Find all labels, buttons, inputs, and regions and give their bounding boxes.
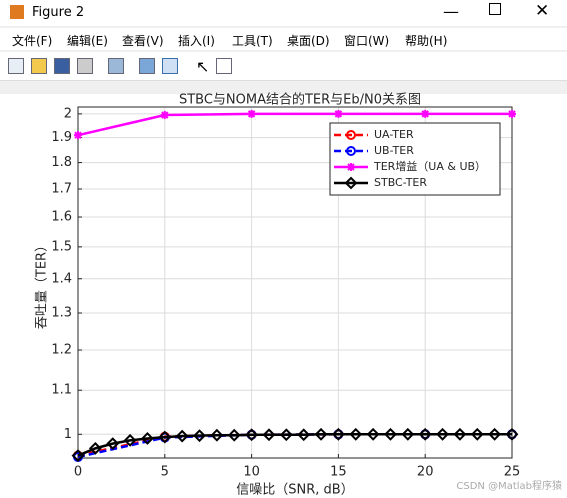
legend-label: UA-TER (374, 128, 414, 141)
chart-title: STBC与NOMA结合的TER与Eb/N0关系图 (179, 92, 421, 108)
data-point (193, 429, 206, 443)
data-point (384, 427, 397, 441)
y-tick-label: 1.3 (51, 306, 72, 321)
menu-item[interactable]: 工具(T) (232, 34, 273, 48)
y-tick-label: 1.7 (51, 182, 72, 197)
menu-item[interactable]: 文件(F) (12, 34, 53, 48)
y-axis-label: 吞吐量（TER） (35, 239, 50, 329)
menu-item[interactable]: 帮助(H) (405, 34, 448, 48)
x-axis-label: 信噪比（SNR, dB） (236, 483, 353, 498)
series-line (77, 433, 512, 457)
legend: UA-TER UB-TER TER增益（UA & UB） STBC-TER (329, 122, 501, 196)
minimize-button[interactable]: — (443, 2, 459, 21)
data-point (279, 428, 293, 442)
data-point (262, 428, 276, 442)
data-point (421, 109, 430, 118)
y-tick-label: 2 (64, 106, 72, 121)
open-icon[interactable] (31, 58, 47, 74)
close-button[interactable]: ✕ (535, 1, 550, 21)
data-point (71, 449, 85, 462)
data-point (349, 427, 363, 441)
series-line (77, 112, 512, 137)
legend-label: TER增益（UA & UB） (373, 159, 486, 173)
data-point (88, 441, 102, 455)
x-tick-label: 5 (161, 465, 169, 480)
data-point (74, 131, 82, 140)
legend-marker (344, 176, 358, 190)
data-point (210, 428, 224, 442)
pointer-icon[interactable]: ↖ (196, 57, 210, 76)
data-point (247, 109, 256, 118)
data-point (245, 428, 259, 442)
x-tick-label: 25 (504, 465, 521, 480)
watermark: CSDN @Matlab程序猿 (456, 479, 562, 492)
title-bar: Figure 2 — ✕ (0, 0, 567, 26)
legend-marker (347, 163, 355, 171)
new-icon[interactable] (8, 58, 24, 74)
legend-marker (346, 130, 356, 140)
y-tick-label: 1.4 (51, 271, 72, 286)
menu-item[interactable]: 桌面(D) (287, 34, 330, 48)
data-point (488, 427, 502, 441)
y-tick-label: 1 (64, 427, 72, 442)
data-point (141, 432, 154, 445)
legend-icon[interactable] (162, 58, 178, 74)
y-tick-label: 1.9 (51, 130, 72, 145)
data-point (334, 109, 343, 118)
data-point (160, 111, 169, 120)
legend-label: STBC-TER (374, 176, 427, 189)
maximize-button[interactable] (489, 3, 501, 15)
x-tick-label: 20 (417, 465, 434, 480)
x-tick-label: 10 (243, 465, 260, 480)
y-tick-label: 1.2 (51, 343, 72, 358)
property-icon[interactable] (216, 58, 232, 74)
legend-label: UB-TER (374, 144, 414, 157)
menu-bar: 文件(F) 编辑(E) 查看(V) 插入(I) 工具(T) 桌面(D) 窗口(W) 帮助(H) (0, 28, 567, 50)
data-point (418, 427, 432, 441)
menu-item[interactable]: 查看(V) (122, 34, 164, 48)
data-point (436, 427, 449, 441)
legend-marker (346, 146, 356, 156)
x-tick-label: 0 (74, 465, 82, 480)
menu-item[interactable]: 窗口(W) (344, 34, 390, 48)
data-point (331, 427, 345, 441)
y-tick-label: 1.5 (51, 239, 72, 254)
app-icon (10, 5, 24, 19)
toolbar: ↖ (0, 52, 567, 81)
link-icon[interactable] (108, 58, 124, 74)
window-title: Figure 2 (32, 5, 85, 20)
plot-frame (77, 106, 513, 459)
figure-strip (0, 88, 567, 94)
data-point (470, 427, 484, 441)
data-point (314, 427, 328, 441)
y-tick-label: 1.1 (51, 383, 72, 398)
data-point (366, 427, 380, 441)
data-point (508, 109, 516, 118)
save-icon[interactable] (54, 58, 70, 74)
data-point (106, 437, 120, 451)
y-tick-label: 1.6 (51, 210, 72, 225)
y-tick-label: 1.8 (51, 155, 72, 170)
data-point (227, 428, 241, 442)
data-point (175, 429, 189, 443)
chart: STBC与NOMA结合的TER与Eb/N0关系图 信噪比（SNR, dB） 吞吐… (0, 88, 567, 498)
x-tick-label: 15 (330, 465, 347, 480)
data-point (453, 427, 467, 441)
colorbar-icon[interactable] (139, 58, 155, 74)
data-point (123, 433, 137, 447)
data-point (297, 428, 311, 442)
menu-item[interactable]: 插入(I) (178, 34, 215, 48)
data-point (158, 430, 172, 444)
data-point (505, 427, 519, 441)
print-icon[interactable] (77, 58, 93, 74)
data-point (401, 427, 415, 441)
menu-item[interactable]: 编辑(E) (67, 34, 108, 48)
